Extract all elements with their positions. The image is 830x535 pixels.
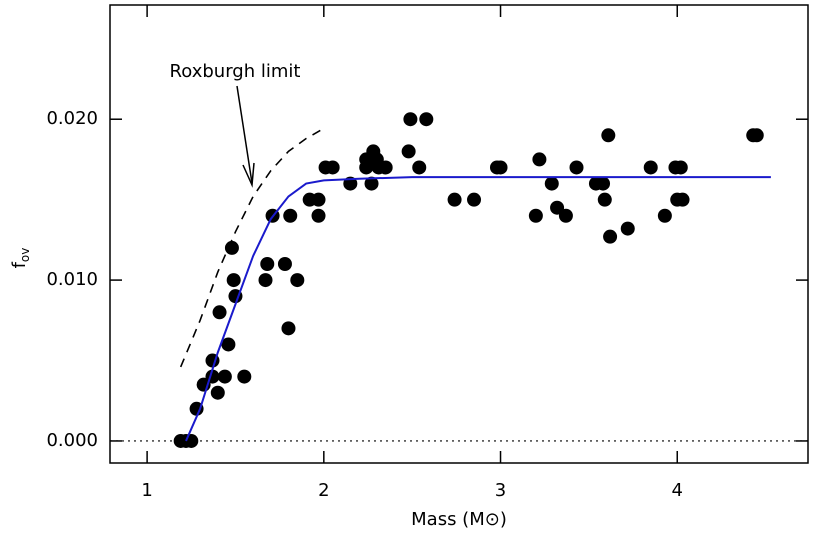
annotation: Roxburgh limit [170,61,301,82]
data-point [189,401,204,416]
data-point [364,176,379,191]
data-point [558,208,573,223]
y-label-base: f [9,261,30,268]
data-point [226,273,241,288]
y-tick-label: 0.020 [46,108,98,129]
data-point [210,385,225,400]
data-point [447,192,462,207]
data-point [217,369,232,384]
data-point [260,257,275,272]
data-point [277,257,292,272]
roxburgh-limit-line [179,129,321,368]
y-tick-label: 0.000 [46,430,98,451]
data-point [596,176,611,191]
data-point [311,208,326,223]
data-point [550,200,565,215]
y-axis-label: fov [9,248,32,269]
fit-curve [185,176,771,442]
data-point [403,112,418,127]
data-point [544,176,559,191]
data-point [237,369,252,384]
data-point [528,208,543,223]
data-point [224,240,239,255]
data-point [378,160,393,175]
data-point [283,208,298,223]
x-tick-label: 4 [672,480,683,501]
data-point [569,160,584,175]
data-point [419,112,434,127]
data-point [401,144,416,159]
x-tick-label: 1 [141,480,152,501]
data-point [221,337,236,352]
arrow-head [242,162,255,188]
data-point [212,305,227,320]
data-point [603,229,618,244]
data-point [749,128,764,143]
data-point [467,192,482,207]
data-point [325,160,340,175]
x-tick-label: 2 [318,480,329,501]
data-point [493,160,508,175]
data-point [597,192,612,207]
data-point [359,160,374,175]
data-point [258,273,273,288]
data-point [601,128,616,143]
x-axis-label: Mass (M⊙) [411,509,507,530]
data-point [281,321,296,336]
data-point [675,192,690,207]
y-tick-label: 0.010 [46,269,98,290]
data-point [412,160,427,175]
data-point [673,160,688,175]
data-point [620,221,635,236]
data-point [290,273,305,288]
data-point [532,152,547,167]
x-tick-label: 3 [495,480,506,501]
data-point [311,192,326,207]
data-point [657,208,672,223]
annotation-arrow [236,85,253,184]
data-point [643,160,658,175]
y-label-sub: ov [18,248,32,262]
plot-frame [109,4,809,464]
